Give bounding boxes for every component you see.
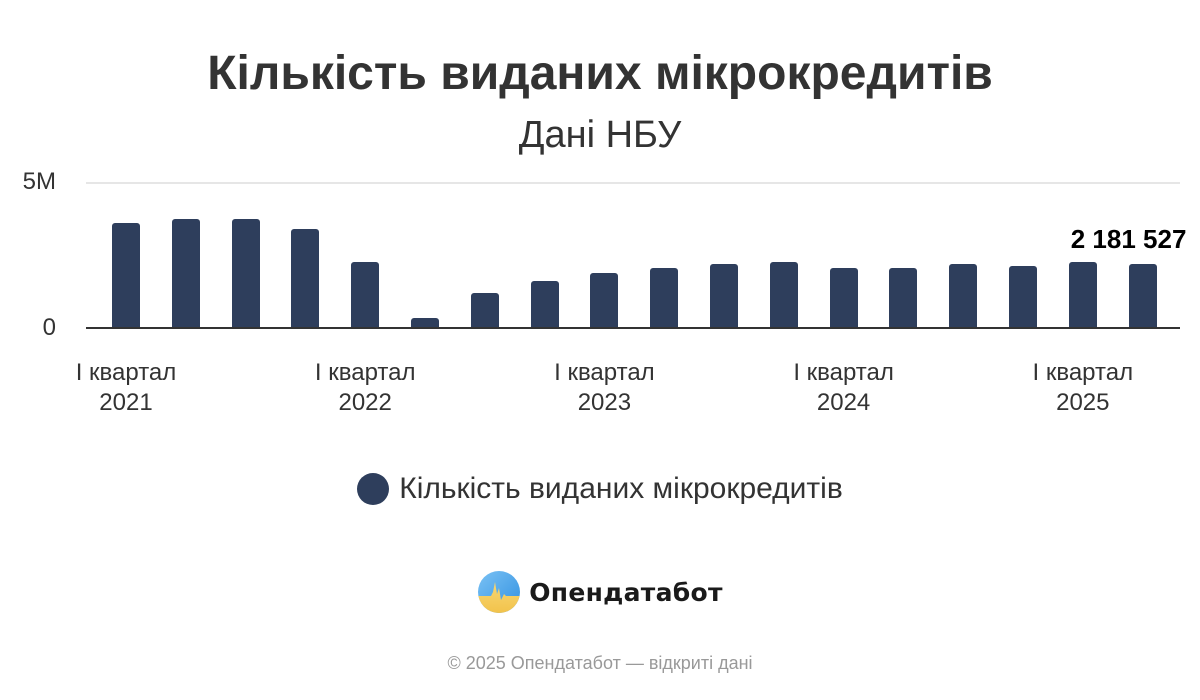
x-label-quarter: I квартал (793, 359, 894, 386)
bar[interactable] (1128, 264, 1157, 328)
bar[interactable] (470, 293, 499, 328)
x-label-quarter: I квартал (1032, 359, 1134, 386)
bar[interactable] (590, 273, 619, 328)
x-axis-label: I квартал 2021 (46, 358, 206, 418)
bar[interactable] (171, 219, 200, 328)
legend-label: Кількість виданих мікрокредитів (399, 472, 843, 505)
y-tick-5m: 5M (22, 168, 56, 195)
legend-item[interactable]: Кількість виданих мікрокредитів (0, 472, 1200, 506)
y-tick-0: 0 (42, 314, 56, 341)
brand-name: Опендатабот (529, 577, 723, 607)
x-axis-label: I квартал 2022 (285, 358, 445, 418)
bar[interactable] (1068, 262, 1097, 328)
legend-marker-icon (357, 473, 390, 505)
x-axis-label: I квартал 2025 (1003, 358, 1163, 418)
x-axis-line (86, 327, 1180, 329)
x-label-quarter: I квартал (314, 359, 416, 386)
x-label-year: 2023 (577, 389, 632, 416)
chart-title: Кількість виданих мікрокредитів (207, 47, 993, 100)
bar[interactable] (291, 229, 320, 328)
opendatabot-logo-icon (478, 571, 521, 613)
bar[interactable] (949, 264, 978, 328)
data-label: 2 181 527 (1070, 224, 1187, 254)
bar[interactable] (411, 318, 439, 328)
bar[interactable] (769, 262, 798, 328)
bar[interactable] (1009, 266, 1037, 328)
footer-copyright: © 2025 Опендатабот — відкриті дані (447, 653, 753, 673)
bar[interactable] (889, 268, 918, 328)
x-axis-label: I квартал 2023 (524, 358, 684, 418)
chart-subtitle: Дані НБУ (518, 114, 682, 156)
x-label-quarter: I квартал (554, 359, 655, 386)
bar[interactable] (231, 219, 260, 328)
x-label-year: 2024 (816, 389, 871, 416)
x-label-year: 2025 (1056, 389, 1110, 416)
x-label-year: 2022 (338, 389, 392, 416)
bar[interactable] (829, 268, 858, 328)
bar[interactable] (650, 268, 679, 328)
x-label-year: 2021 (99, 389, 153, 416)
bar[interactable] (710, 264, 738, 328)
bar[interactable] (351, 262, 380, 328)
bar[interactable] (530, 281, 559, 328)
bar[interactable] (112, 223, 140, 328)
x-label-quarter: I квартал (75, 359, 177, 386)
plot-area: 5M 0 2 181 527 I квартал 2021 I квартал 202… (22, 168, 1187, 418)
x-axis-label: I квартал 2024 (764, 358, 924, 418)
gridline-5m (86, 182, 1180, 184)
brand-logo: Опендатабот (0, 570, 1200, 614)
